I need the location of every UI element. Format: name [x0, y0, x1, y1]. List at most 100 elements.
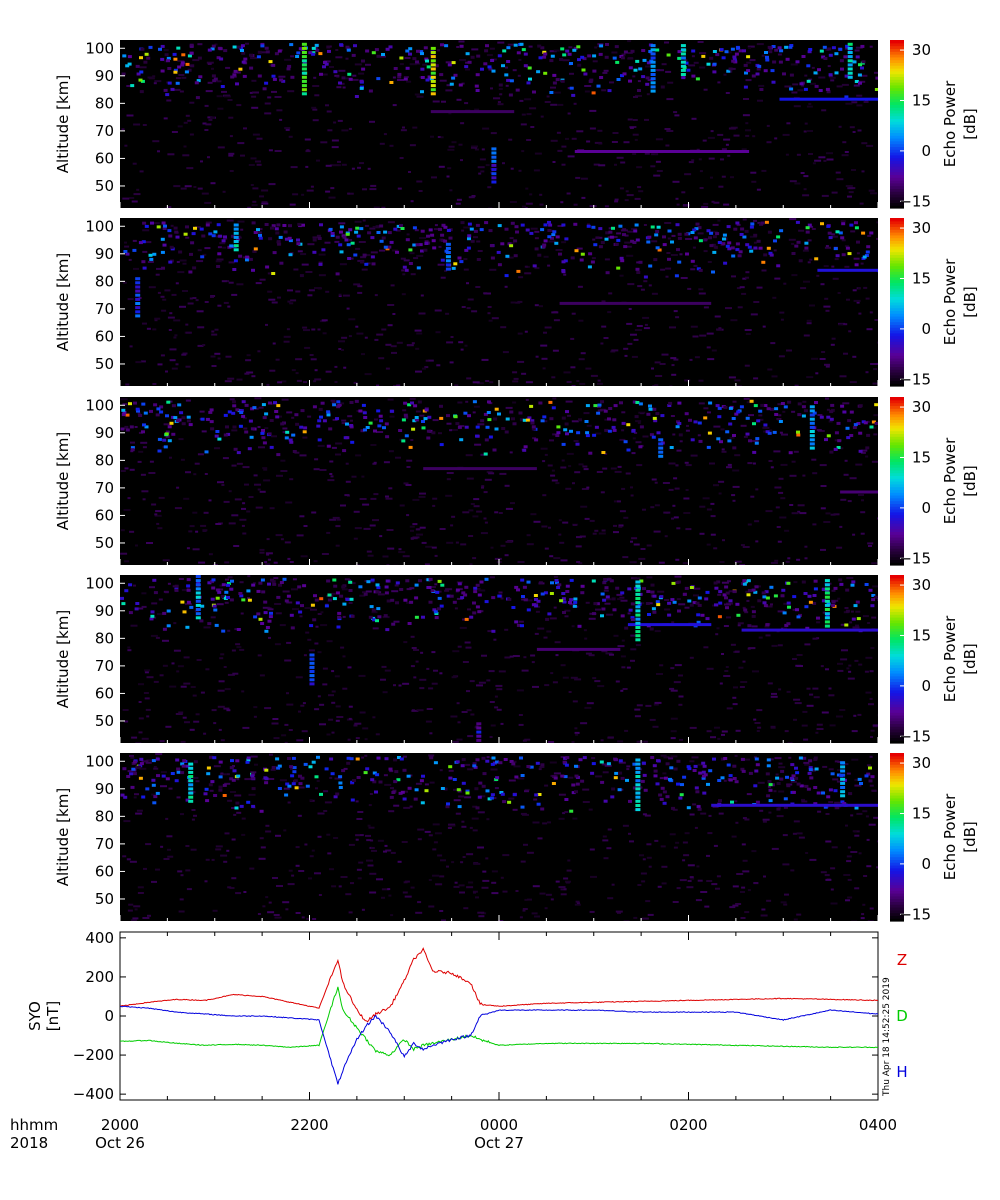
echo-cell: [795, 220, 800, 224]
echo-cell: [300, 604, 304, 608]
echo-cell: [160, 44, 165, 48]
echo-cell: [440, 258, 445, 262]
echo-noise-cell: [550, 474, 556, 477]
echo-feature-cell: [491, 168, 497, 172]
echo-noise-cell: [574, 731, 580, 734]
echo-noise-cell: [431, 546, 437, 549]
echo-noise-cell: [872, 724, 878, 727]
echo-noise-cell: [619, 510, 626, 513]
echo-cell: [744, 229, 749, 233]
echo-cell: [749, 249, 754, 253]
echo-cell: [808, 600, 813, 604]
echo-noise-cell: [617, 911, 621, 914]
echo-noise-cell: [498, 512, 503, 514]
echo-cell: [289, 440, 294, 444]
echo-noise-cell: [242, 502, 246, 505]
echo-noise-cell: [849, 381, 857, 384]
echo-cell: [612, 56, 617, 60]
echo-noise-cell: [693, 587, 701, 590]
echo-noise-cell: [284, 723, 289, 726]
echo-noise-cell: [553, 575, 558, 578]
echo-feature-cell: [635, 601, 641, 605]
echo-noise-cell: [690, 325, 698, 328]
echo-cell: [569, 429, 573, 433]
echo-noise-cell: [505, 84, 509, 87]
echo-cell: [156, 225, 161, 229]
echo-cell: [818, 89, 823, 92]
echo-noise-cell: [857, 287, 861, 289]
echo-noise-cell: [698, 288, 704, 291]
echo-noise-cell: [348, 911, 353, 914]
echo-cell: [314, 43, 319, 47]
echo-noise-cell: [327, 479, 335, 482]
echo-cell: [543, 52, 548, 56]
echo-cell: [563, 428, 568, 432]
echo-noise-cell: [854, 659, 859, 662]
echo-feature-cell: [430, 46, 436, 50]
colorbar-segment: [890, 70, 904, 75]
echo-noise-cell: [471, 48, 479, 51]
echo-cell: [296, 51, 301, 55]
echo-noise-cell: [240, 228, 244, 231]
echo-noise-cell: [510, 301, 516, 304]
echo-noise-cell: [156, 267, 162, 270]
echo-noise-cell: [852, 289, 857, 292]
echo-cell: [317, 419, 322, 423]
echo-cell: [642, 587, 646, 591]
echo-cell: [498, 83, 503, 87]
echo-cell: [376, 77, 381, 81]
colorbar-segment: [890, 168, 904, 173]
echo-noise-cell: [138, 607, 144, 610]
echo-noise-cell: [802, 249, 809, 252]
echo-noise-cell: [163, 423, 171, 426]
echo-noise-cell: [792, 83, 799, 86]
echo-cell: [232, 404, 237, 408]
echo-noise-cell: [369, 227, 376, 230]
echo-noise-cell: [602, 771, 609, 774]
echo-noise-cell: [699, 170, 703, 173]
echo-noise-cell: [387, 888, 391, 891]
echo-noise-cell: [124, 720, 129, 723]
echo-noise-cell: [450, 524, 454, 527]
echo-noise-cell: [357, 285, 363, 288]
echo-cell: [136, 72, 141, 76]
echo-noise-cell: [623, 141, 630, 144]
echo-cell: [491, 69, 496, 73]
echo-cell: [637, 602, 642, 606]
echo-noise-cell: [734, 379, 741, 382]
echo-noise-cell: [840, 220, 846, 223]
echo-noise-cell: [154, 80, 162, 83]
echo-noise-cell: [241, 507, 246, 510]
echo-cell: [814, 84, 819, 88]
echo-noise-cell: [211, 709, 217, 712]
echo-cell: [709, 56, 714, 60]
echo-cell: [598, 245, 603, 249]
echo-noise-cell: [606, 613, 614, 616]
echo-cell: [459, 44, 464, 48]
echo-cell: [549, 592, 554, 595]
echo-cell: [508, 93, 513, 97]
echo-cell: [264, 412, 269, 416]
echo-noise-cell: [723, 138, 731, 141]
echo-noise-cell: [549, 761, 557, 764]
echo-cell: [540, 228, 545, 232]
echo-noise-cell: [522, 205, 526, 208]
echo-noise-cell: [250, 184, 254, 186]
echo-noise-cell: [462, 618, 468, 621]
echo-noise-cell: [217, 146, 225, 149]
echo-noise-cell: [197, 249, 202, 252]
echo-noise-cell: [664, 599, 670, 601]
echo-noise-cell: [679, 253, 683, 256]
echo-noise-cell: [504, 285, 508, 288]
echo-noise-cell: [123, 509, 131, 511]
echo-cell: [620, 56, 625, 60]
echo-noise-cell: [334, 365, 338, 368]
echo-noise-cell: [688, 161, 694, 164]
echo-noise-cell: [236, 811, 242, 814]
echo-noise-cell: [877, 341, 878, 344]
echo-cell: [756, 67, 761, 71]
echo-noise-cell: [800, 172, 805, 174]
echo-cell: [532, 264, 537, 268]
colorbar-segment: [890, 709, 904, 713]
echo-cell: [728, 422, 733, 426]
